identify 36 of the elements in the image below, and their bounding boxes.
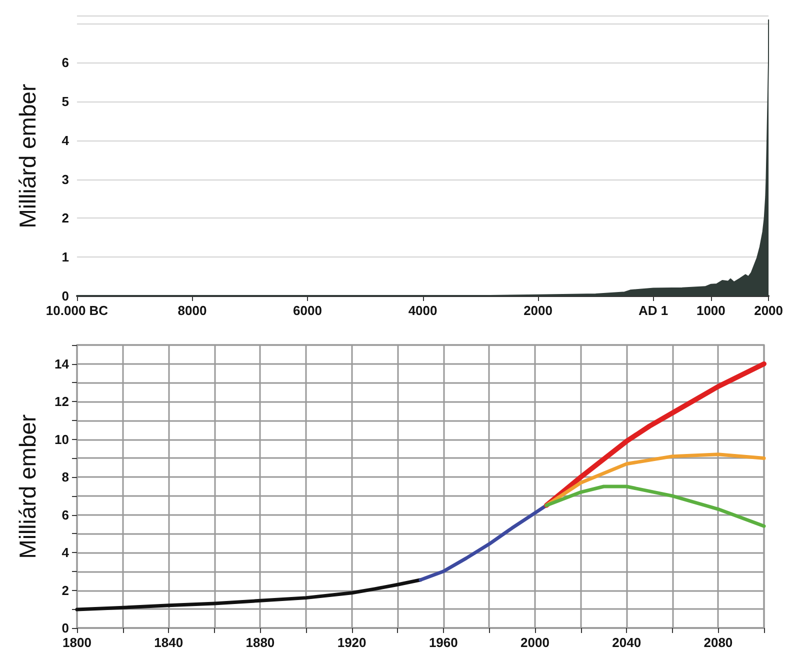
x-tick-label: 1840 [154,635,184,650]
y-tick-label: 4 [62,545,70,560]
x-tick-label: 2000 [520,635,550,650]
x-tick-label: 1800 [62,635,92,650]
y-tick-label: 10 [54,432,69,447]
x-tick-label: 1880 [246,635,275,650]
x-tick-label: 6000 [293,303,322,318]
y-tick-label: 2 [62,210,69,226]
line-series [544,484,766,528]
y-tick-label: 3 [62,172,69,187]
x-tick-label: 8000 [178,303,207,318]
line-series [75,578,422,612]
x-tick-label: 2040 [612,635,642,650]
y-axis-title: Milliárd ember [14,414,40,559]
line-series [418,504,548,582]
y-tick-label: 6 [62,507,69,522]
y-tick-label: 14 [54,356,70,372]
x-tick-label: 1000 [696,303,726,318]
y-tick-label: 0 [62,288,69,304]
x-tick-label: 2000 [524,303,552,318]
y-tick-label: 6 [62,55,69,70]
x-tick-label: 2000 [754,303,783,318]
y-tick-label: 2 [62,582,69,598]
y-tick-label: 5 [62,94,69,110]
y-tick-label: 0 [62,620,69,636]
y-tick-label: 8 [62,470,69,485]
x-tick-label: AD 1 [638,303,668,318]
y-axis-title: Milliárd ember [14,83,40,228]
x-tick-label: 10.000 BC [46,303,109,318]
x-tick-label: 4000 [408,303,438,318]
x-tick-label: 1960 [428,635,458,650]
y-tick-label: 1 [62,250,69,265]
y-tick-label: 12 [54,394,69,410]
x-tick-label: 1920 [337,635,366,650]
y-tick-label: 4 [62,132,70,148]
x-tick-label: 2080 [704,635,733,650]
